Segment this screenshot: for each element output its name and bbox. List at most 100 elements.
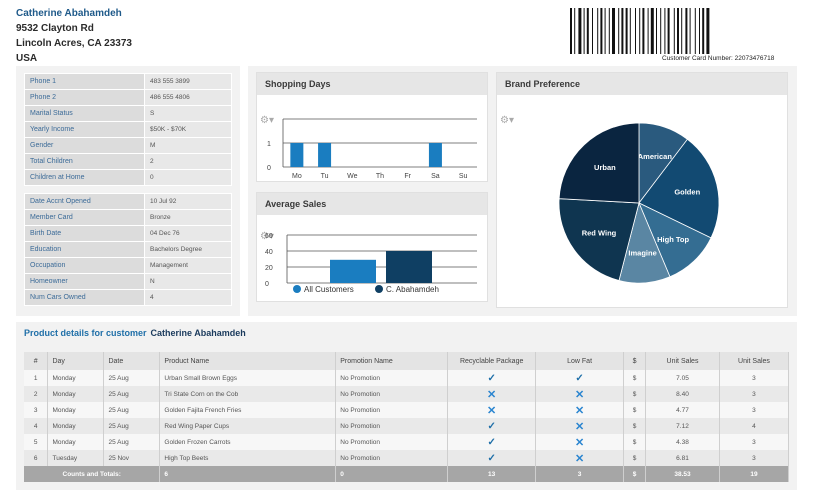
average-sales-chart: 0 20 40 60 All Customers C. Abahamdeh <box>265 233 477 294</box>
info-value: 483 555 3899 <box>144 73 232 90</box>
info-value: S <box>144 105 232 122</box>
barcode-bar <box>574 8 576 54</box>
check-icon: ✓ <box>487 420 496 432</box>
table-cell: 3 <box>24 402 49 418</box>
barcode-bar <box>650 8 654 54</box>
table-cell: $ <box>623 418 647 434</box>
legend-label: C. Abahamdeh <box>386 285 439 294</box>
table-cell: 13 <box>447 466 537 482</box>
x-tick-label: Fr <box>404 173 411 180</box>
table-cell: 25 Aug <box>103 402 161 418</box>
table-cell: $ <box>623 466 647 482</box>
table-cell: No Promotion <box>335 370 449 386</box>
pie-slice <box>558 198 640 281</box>
column-header[interactable]: Low Fat <box>535 352 625 370</box>
column-header[interactable]: Promotion Name <box>335 352 449 370</box>
info-label: Birth Date <box>24 225 145 242</box>
info-value: 10 Jul 92 <box>144 193 232 210</box>
table-cell: 4.38 <box>645 434 720 450</box>
table-cell: 1 <box>24 370 49 386</box>
table-cell: Golden Frozen Carrots <box>159 434 337 450</box>
barcode-bar <box>642 8 645 54</box>
barcode-bar <box>618 8 620 54</box>
info-label: Phone 1 <box>24 73 145 90</box>
table-row[interactable]: 2 Monday 25 Aug Tri State Corn on the Cob No… <box>24 386 790 402</box>
table-row[interactable]: 3 Monday 25 Aug Golden Fajita French Fries N… <box>24 402 790 418</box>
legend-marker <box>375 285 383 293</box>
info-row: Gender M <box>24 137 232 154</box>
x-icon: ✕ <box>487 388 497 401</box>
x-icon: ✕ <box>487 404 497 417</box>
product-details-section: Product details for customer Catherine Ab… <box>16 322 797 490</box>
barcode-bar <box>583 8 585 54</box>
pie-label: Imagine <box>628 248 656 257</box>
column-header[interactable]: Day <box>47 352 105 370</box>
pie-label: Red Wing <box>582 228 617 237</box>
table-cell: 4 <box>24 418 49 434</box>
table-cell: Tuesday <box>47 450 105 466</box>
gear-icon[interactable]: ⚙▾ <box>500 115 514 126</box>
table-cell: $ <box>623 386 647 402</box>
product-details-title: Product details for customer Catherine Ab… <box>24 328 246 338</box>
pie-label: Urban <box>594 163 616 172</box>
x-icon: ✕ <box>574 452 585 465</box>
pie-slice <box>558 122 640 204</box>
product-table: # Day Date Product Name Promotion Name Recycl… <box>24 352 790 482</box>
info-value: 486 555 4806 <box>144 89 232 106</box>
barcode-bar <box>647 8 649 54</box>
table-cell: 25 Nov <box>103 450 161 466</box>
info-row: Children at Home 0 <box>24 169 232 186</box>
table-row[interactable]: 6 Tuesday 25 Nov High Top Beets No Promotion… <box>24 450 790 466</box>
table-row[interactable]: 4 Monday 25 Aug Red Wing Paper Cups No Promo… <box>24 418 790 434</box>
table-row[interactable]: 1 Monday 25 Aug Urban Small Brown Eggs No Pr… <box>24 370 790 386</box>
barcode-bar <box>600 8 603 54</box>
table-cell: 3 <box>719 434 790 450</box>
table-cell: 4 <box>719 418 790 434</box>
column-header[interactable]: Recyclable Package <box>447 352 537 370</box>
info-row: Yearly Income $50K - $70K <box>24 121 232 138</box>
barcode-bar <box>699 8 700 54</box>
info-label: Yearly Income <box>24 121 145 138</box>
customer-city: Lincoln Acres, CA 23373 <box>16 38 132 49</box>
table-cell: 8.40 <box>645 386 720 402</box>
info-value: N <box>144 273 232 290</box>
table-cell: ✕ <box>447 402 537 418</box>
column-header[interactable]: $ <box>623 352 647 370</box>
table-cell: 3 <box>719 370 790 386</box>
info-value: 4 <box>144 289 232 306</box>
info-value: 04 Dec 76 <box>144 225 232 242</box>
table-cell: 19 <box>719 466 790 482</box>
pie-slice <box>638 138 720 239</box>
table-row[interactable]: 5 Monday 25 Aug Golden Frozen Carrots No Pro… <box>24 434 790 450</box>
check-icon: ✓ <box>575 372 584 384</box>
column-header[interactable]: Unit Sales <box>719 352 790 370</box>
info-row: Phone 2 486 555 4806 <box>24 89 232 106</box>
y-tick-label: 0 <box>265 281 269 288</box>
customer-card-number: Customer Card Number: 22073476718 <box>662 55 775 62</box>
table-cell: No Promotion <box>335 434 449 450</box>
info-value: Bachelors Degree <box>144 241 232 258</box>
table-cell: Monday <box>47 434 105 450</box>
column-header[interactable]: # <box>24 352 49 370</box>
barcode-bar <box>685 8 688 54</box>
table-cell: 0 <box>335 466 449 482</box>
gear-icon[interactable]: ⚙▾ <box>260 115 274 126</box>
table-cell: 7.12 <box>645 418 720 434</box>
barcode-bar <box>625 8 628 54</box>
column-header[interactable]: Product Name <box>159 352 337 370</box>
table-cell: 3 <box>535 466 625 482</box>
barcode-bar <box>689 8 691 54</box>
totals-label: Counts and Totals: <box>24 466 161 482</box>
x-tick-label: Th <box>376 173 384 180</box>
check-icon: ✓ <box>487 452 496 464</box>
bar <box>428 143 442 167</box>
column-header[interactable]: Unit Sales <box>645 352 720 370</box>
x-tick-label: Sa <box>431 173 440 180</box>
info-label: Education <box>24 241 145 258</box>
gear-icon[interactable]: ⚙▾ <box>260 231 274 242</box>
shopping-days-chart: 0 1 Mo Tu We Th Fr Sa Su <box>267 118 477 180</box>
table-cell: 7.05 <box>645 370 720 386</box>
info-label: Phone 2 <box>24 89 145 106</box>
info-label: Gender <box>24 137 145 154</box>
column-header[interactable]: Date <box>103 352 161 370</box>
